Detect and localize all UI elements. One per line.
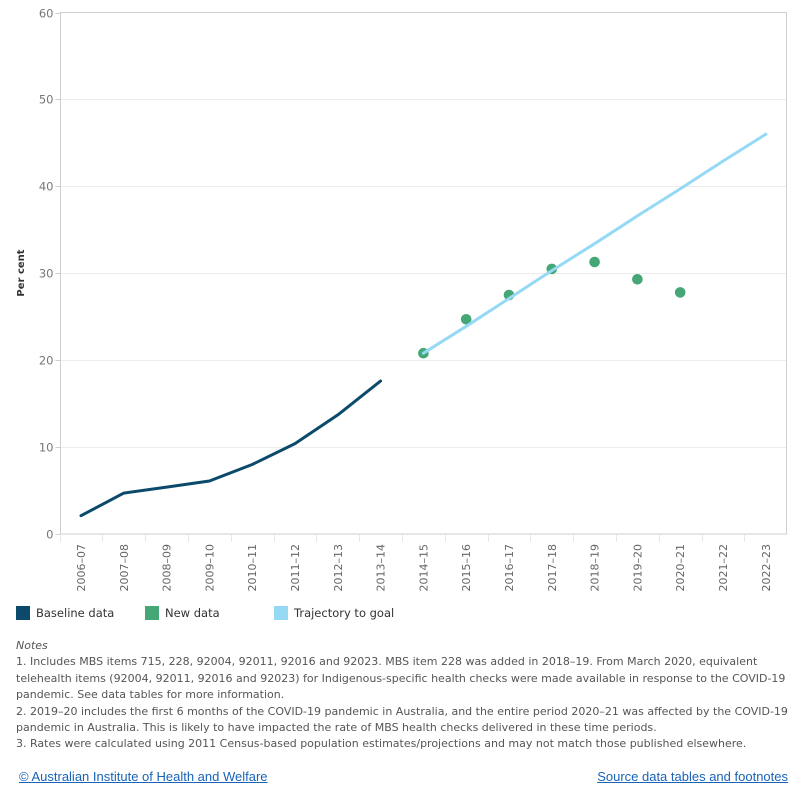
y-tick-label: 30 <box>39 267 54 281</box>
series-line-baseline-data <box>79 379 383 518</box>
note-3: 3. Rates were calculated using 2011 Cens… <box>16 737 747 751</box>
x-tick-label: 2014–15 <box>417 544 430 592</box>
copyright-link[interactable]: © Australian Institute of Health and Wel… <box>19 769 268 784</box>
source-data-link[interactable]: Source data tables and footnotes <box>597 769 788 784</box>
data-point-new-data[interactable] <box>589 256 600 268</box>
x-tick-label: 2021–22 <box>717 544 730 592</box>
y-tick-label: 0 <box>46 528 53 542</box>
legend-swatch-baseline <box>16 606 30 620</box>
chart: 0 10 20 30 40 50 60 2006–07 2007–08 2008–09 2009–… <box>16 7 787 592</box>
x-tick-label: 2020–21 <box>674 544 687 592</box>
x-tick-label: 2007–08 <box>118 544 131 592</box>
y-tick-label: 10 <box>39 441 54 455</box>
x-axis: 2006–07 2007–08 2008–09 2009–10 2010–11 2011–… <box>60 534 773 592</box>
x-tick-label: 2015–16 <box>460 544 473 592</box>
legend-label: Baseline data <box>36 606 115 620</box>
x-tick-label: 2009–10 <box>203 544 216 592</box>
data-point-new-data[interactable] <box>632 274 643 285</box>
y-tick-label: 50 <box>39 93 54 107</box>
y-tick-label: 20 <box>39 354 54 368</box>
x-tick-label: 2006–07 <box>75 544 88 592</box>
legend-item-baseline[interactable]: Baseline data <box>16 606 114 620</box>
notes-title: Notes <box>16 639 48 652</box>
y-tick-label: 60 <box>39 7 54 21</box>
series-line-trajectory-to-goal <box>421 132 768 355</box>
x-tick-label: 2012–13 <box>332 544 345 592</box>
x-tick-label: 2013–14 <box>375 544 388 592</box>
x-tick-label: 2011–12 <box>289 544 302 592</box>
x-tick-label: 2022–23 <box>760 544 773 592</box>
data-point-new-data[interactable] <box>460 314 472 325</box>
x-tick-label: 2017–18 <box>546 544 559 592</box>
legend-swatch-trajectory <box>274 606 288 620</box>
x-tick-label: 2008–09 <box>161 544 174 592</box>
y-tick-label: 40 <box>39 180 54 194</box>
notes: Notes 1. Includes MBS items 715, 228, 92… <box>16 638 791 753</box>
legend: Baseline data New data Trajectory to goa… <box>16 606 796 622</box>
note-2: 2. 2019–20 includes the first 6 months o… <box>16 704 788 735</box>
data-point-new-data[interactable] <box>674 287 686 298</box>
gridlines <box>60 99 787 448</box>
x-tick-label: 2010–11 <box>246 544 259 592</box>
x-tick-label: 2016–17 <box>503 544 516 592</box>
legend-item-new-data[interactable]: New data <box>145 606 220 620</box>
legend-swatch-new-data <box>145 606 159 620</box>
legend-label: New data <box>165 606 220 620</box>
x-tick-label: 2018–19 <box>589 544 602 592</box>
y-axis-label: Per cent <box>16 249 27 296</box>
x-tick-label: 2019–20 <box>631 544 644 592</box>
legend-label: Trajectory to goal <box>294 606 395 620</box>
y-axis: 0 10 20 30 40 50 60 <box>39 7 61 542</box>
legend-item-trajectory[interactable]: Trajectory to goal <box>274 606 394 620</box>
note-1: 1. Includes MBS items 715, 228, 92004, 9… <box>16 655 786 702</box>
series <box>79 132 768 518</box>
